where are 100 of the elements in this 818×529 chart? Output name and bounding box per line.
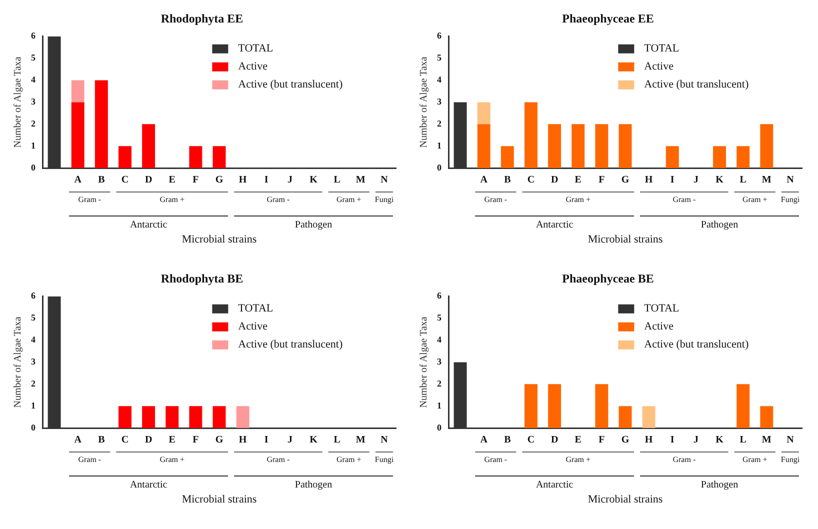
- text: Gram +: [336, 455, 362, 464]
- y-tick-label: 0: [437, 422, 442, 432]
- y-axis-title: Number of Algae Taxa: [12, 56, 24, 148]
- bar: [71, 80, 84, 102]
- text: Pathogen: [294, 480, 332, 491]
- text: Gram +: [566, 455, 591, 464]
- x-tick-label: J: [693, 434, 698, 446]
- legend-label: TOTAL: [238, 42, 274, 54]
- x-tick-label: I: [264, 434, 268, 446]
- x-tick-label: A: [480, 174, 488, 186]
- y-tick-label: 4: [31, 334, 36, 345]
- x-tick-label: G: [215, 434, 224, 446]
- text: Gram +: [742, 195, 768, 204]
- text: Gram -: [78, 455, 102, 464]
- y-tick-label: 0: [31, 162, 36, 172]
- text: Gram -: [266, 455, 290, 464]
- x-tick-label: D: [550, 434, 558, 446]
- text: Pathogen: [700, 220, 738, 231]
- text: Fungi: [374, 455, 394, 464]
- x-tick-label: L: [740, 434, 747, 446]
- y-tick-label: 5: [437, 312, 442, 323]
- x-tick-label: A: [74, 174, 82, 186]
- x-axis-title: Microbial strains: [588, 493, 663, 506]
- text: Antarctic: [130, 220, 168, 231]
- bar: [548, 124, 562, 168]
- bar: [94, 80, 108, 168]
- text: Gram +: [336, 195, 362, 204]
- legend-label: Active (but translucent): [644, 338, 749, 350]
- bar: [524, 102, 538, 168]
- x-tick-label: N: [380, 174, 389, 186]
- chart-title: Rhodophyta EE: [160, 11, 244, 26]
- chart-title: Rhodophyta BE: [160, 271, 244, 286]
- y-tick-label: 2: [31, 378, 36, 388]
- text: Gram -: [484, 455, 508, 464]
- x-tick-label: K: [716, 174, 724, 186]
- x-tick-label: K: [716, 434, 724, 446]
- x-tick-label: I: [670, 434, 674, 446]
- x-tick-label: M: [762, 174, 772, 186]
- bar: [666, 146, 679, 168]
- x-tick-label: C: [527, 174, 535, 186]
- x-tick-label: M: [356, 174, 366, 186]
- x-tick-label: K: [310, 174, 318, 186]
- y-tick-label: 6: [31, 30, 36, 41]
- text: Pathogen: [294, 220, 332, 231]
- y-axis-title: Number of Algae Taxa: [12, 316, 24, 408]
- y-tick-label: 5: [31, 52, 36, 63]
- text: Gram -: [266, 195, 290, 204]
- text: Antarctic: [536, 220, 574, 231]
- bar: [500, 146, 514, 168]
- bar: [595, 124, 608, 168]
- y-axis-title: Number of Algae Taxa: [418, 56, 430, 148]
- x-tick-label: E: [168, 434, 176, 446]
- x-tick-label: J: [287, 434, 292, 446]
- y-tick-label: 3: [437, 96, 442, 107]
- text: Gram -: [484, 195, 508, 204]
- text: Gram +: [160, 455, 185, 464]
- bar: [189, 146, 202, 168]
- x-tick-label: H: [644, 434, 653, 446]
- x-tick-label: F: [192, 434, 199, 446]
- y-tick-label: 4: [437, 334, 442, 345]
- y-tick-label: 4: [31, 74, 36, 85]
- bar: [477, 102, 490, 124]
- y-tick-label: 2: [437, 118, 442, 128]
- legend-label: Active: [644, 60, 674, 72]
- y-tick-label: 3: [437, 356, 442, 367]
- bar: [760, 406, 774, 428]
- text: Gram +: [566, 195, 591, 204]
- legend-label: TOTAL: [644, 302, 680, 314]
- text: Fungi: [780, 195, 800, 204]
- y-tick-label: 3: [31, 96, 36, 107]
- y-tick-label: 2: [31, 118, 36, 128]
- bar: [760, 124, 774, 168]
- text: Antarctic: [130, 480, 168, 491]
- y-tick-label: 6: [31, 290, 36, 301]
- bar: [595, 384, 608, 428]
- bar: [713, 146, 726, 168]
- text: Fungi: [374, 195, 394, 204]
- x-tick-label: E: [574, 434, 582, 446]
- text: Antarctic: [536, 480, 574, 491]
- x-tick-label: H: [644, 174, 653, 186]
- y-tick-label: 6: [437, 30, 442, 41]
- legend-label: TOTAL: [238, 302, 274, 314]
- text: Gram -: [672, 195, 696, 204]
- x-axis-title: Microbial strains: [182, 493, 257, 506]
- text: Fungi: [780, 455, 800, 464]
- x-tick-label: G: [215, 174, 224, 186]
- x-tick-label: B: [504, 434, 512, 446]
- legend-label: Active: [238, 320, 268, 332]
- y-tick-label: 1: [437, 400, 442, 410]
- text: Gram +: [160, 195, 185, 204]
- y-tick-label: 6: [437, 290, 442, 301]
- x-tick-label: E: [168, 174, 176, 186]
- bar: [736, 146, 750, 168]
- chart-title: Phaeophyceae EE: [562, 11, 654, 26]
- x-tick-label: K: [310, 434, 318, 446]
- legend-label: TOTAL: [644, 42, 680, 54]
- x-tick-label: A: [74, 434, 82, 446]
- legend-label: Active (but translucent): [238, 338, 343, 350]
- bar: [71, 102, 84, 168]
- y-tick-label: 0: [437, 162, 442, 172]
